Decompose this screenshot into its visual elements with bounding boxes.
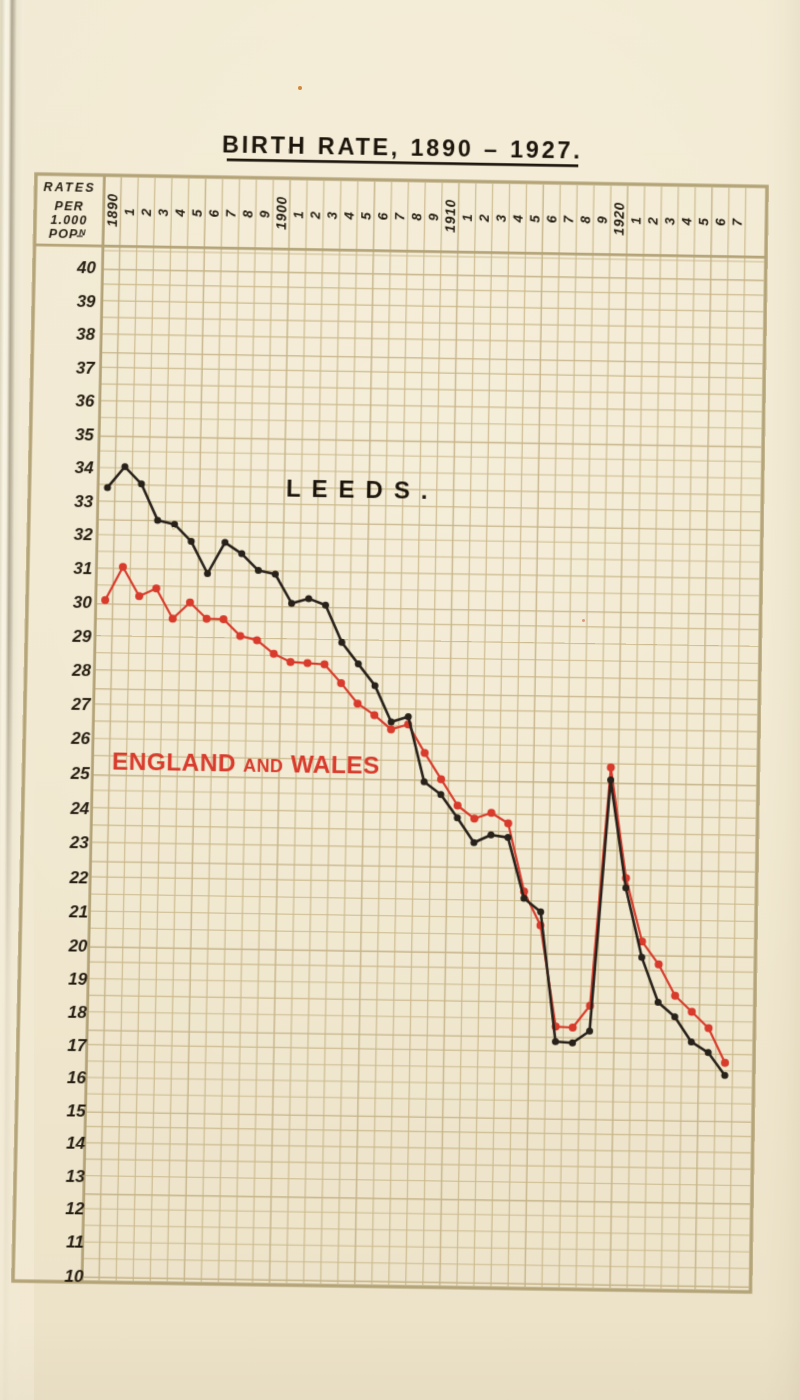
svg-text:7: 7	[730, 218, 745, 226]
svg-text:1910: 1910	[442, 199, 459, 233]
svg-text:5: 5	[527, 215, 542, 223]
svg-text:20: 20	[67, 936, 88, 956]
svg-text:4: 4	[173, 209, 188, 218]
svg-text:35: 35	[75, 425, 95, 444]
svg-text:39: 39	[77, 291, 97, 310]
svg-text:12: 12	[65, 1199, 85, 1219]
svg-text:3: 3	[662, 217, 677, 225]
svg-text:6: 6	[206, 209, 221, 217]
svg-text:BIRTH RATE, 1890 – 1927.: BIRTH RATE, 1890 – 1927.	[222, 131, 583, 163]
svg-text:38: 38	[76, 325, 96, 344]
svg-text:14: 14	[66, 1134, 86, 1154]
svg-text:26: 26	[70, 729, 91, 748]
svg-text:6: 6	[375, 212, 390, 220]
svg-text:1920: 1920	[611, 202, 628, 236]
svg-text:4: 4	[342, 211, 357, 220]
svg-text:2: 2	[477, 214, 492, 223]
svg-text:9: 9	[257, 210, 272, 218]
svg-text:RATES: RATES	[43, 181, 96, 196]
svg-text:17: 17	[67, 1035, 88, 1055]
svg-text:33: 33	[74, 492, 94, 511]
svg-text:1: 1	[122, 208, 137, 216]
svg-text:32: 32	[74, 525, 94, 544]
svg-text:9: 9	[426, 213, 441, 221]
svg-text:3: 3	[156, 208, 171, 216]
svg-text:5: 5	[696, 217, 711, 225]
svg-text:1: 1	[629, 216, 644, 224]
svg-text:2: 2	[645, 217, 660, 226]
svg-text:1890: 1890	[104, 193, 121, 227]
svg-text:1: 1	[291, 211, 306, 219]
svg-text:11: 11	[66, 1233, 84, 1253]
svg-text:7: 7	[561, 215, 576, 223]
svg-text:27: 27	[70, 695, 92, 714]
svg-text:15: 15	[66, 1101, 86, 1121]
svg-text:16: 16	[67, 1068, 87, 1088]
svg-text:1: 1	[460, 213, 475, 221]
svg-text:3: 3	[494, 214, 509, 222]
svg-text:8: 8	[578, 215, 593, 223]
svg-text:24: 24	[69, 798, 90, 817]
svg-text:21: 21	[68, 902, 88, 921]
svg-text:9: 9	[595, 216, 610, 224]
svg-text:POPN: POPN	[49, 227, 87, 242]
svg-text:19: 19	[68, 969, 88, 989]
svg-text:2: 2	[308, 211, 323, 220]
svg-text:1900: 1900	[273, 196, 290, 230]
svg-text:1.000: 1.000	[50, 213, 87, 228]
svg-text:7: 7	[223, 209, 238, 217]
svg-text:7: 7	[392, 212, 407, 220]
svg-text:23: 23	[69, 833, 90, 852]
svg-text:31: 31	[73, 559, 92, 578]
svg-text:2: 2	[139, 208, 154, 217]
svg-text:6: 6	[713, 218, 728, 226]
svg-text:4: 4	[510, 214, 525, 223]
svg-text:10: 10	[64, 1266, 84, 1286]
svg-text:6: 6	[544, 215, 559, 223]
svg-text:5: 5	[358, 212, 373, 220]
svg-text:3: 3	[325, 211, 340, 219]
svg-text:4: 4	[679, 217, 694, 226]
svg-text:18: 18	[68, 1003, 88, 1023]
svg-text:13: 13	[66, 1166, 86, 1186]
svg-text:8: 8	[409, 213, 424, 221]
svg-text:37: 37	[76, 358, 97, 377]
svg-text:22: 22	[68, 868, 89, 887]
svg-text:LEEDS.: LEEDS.	[286, 475, 439, 505]
svg-text:34: 34	[74, 458, 94, 477]
svg-text:8: 8	[240, 210, 255, 218]
svg-text:28: 28	[71, 661, 92, 680]
svg-text:30: 30	[73, 593, 93, 612]
svg-text:29: 29	[71, 626, 92, 645]
svg-text:PER: PER	[55, 199, 84, 213]
svg-text:40: 40	[76, 258, 97, 277]
svg-text:36: 36	[75, 392, 95, 411]
svg-text:5: 5	[189, 209, 204, 217]
svg-text:25: 25	[70, 764, 91, 783]
